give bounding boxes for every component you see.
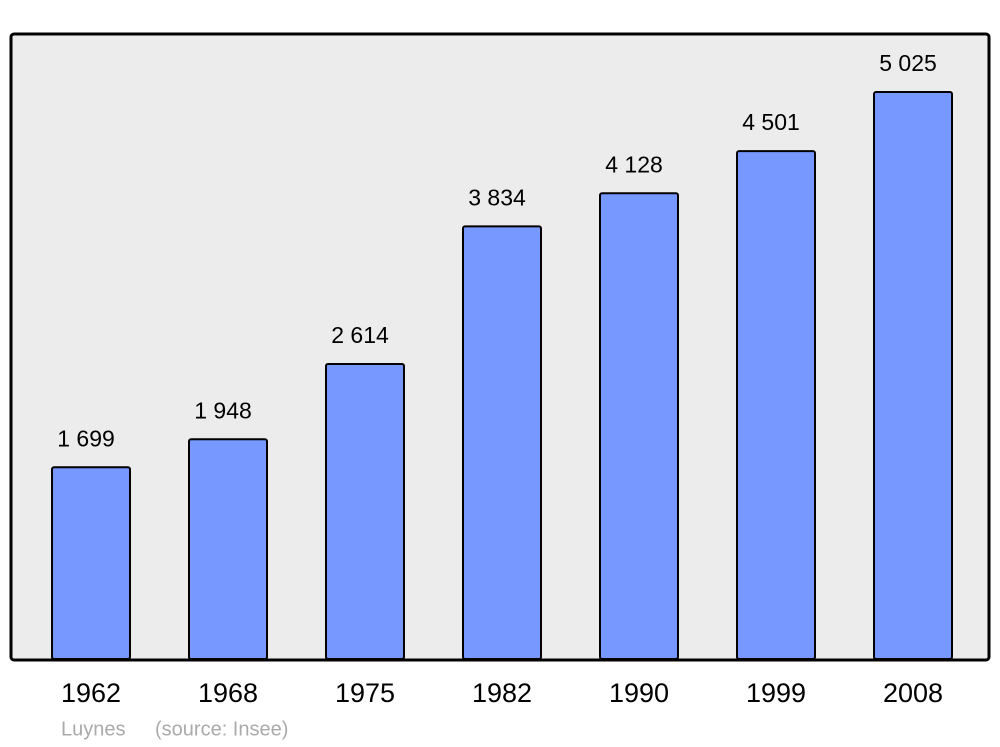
x-tick-label: 1982: [472, 678, 532, 708]
value-label: 3 834: [468, 184, 526, 210]
x-tick-label: 1962: [61, 678, 121, 708]
value-label: 2 614: [331, 322, 389, 348]
bar: [873, 91, 953, 660]
source-label: (source: Insee): [155, 718, 288, 740]
x-tick-label: 1975: [335, 678, 395, 708]
x-tick-label: 1999: [746, 678, 806, 708]
bar: [599, 192, 679, 660]
bar: [736, 150, 816, 660]
value-label: 1 699: [57, 425, 115, 451]
bar: [325, 363, 405, 660]
value-label: 4 128: [605, 151, 663, 177]
value-label: 5 025: [879, 50, 937, 76]
x-tick-label: 1990: [609, 678, 669, 708]
bar: [462, 225, 542, 661]
x-tick-label: 2008: [883, 678, 943, 708]
place-label: Luynes: [61, 718, 126, 740]
value-label: 1 948: [194, 397, 252, 423]
x-tick-label: 1968: [198, 678, 258, 708]
bar: [51, 466, 131, 660]
bar: [188, 438, 268, 661]
value-label: 4 501: [742, 109, 800, 135]
